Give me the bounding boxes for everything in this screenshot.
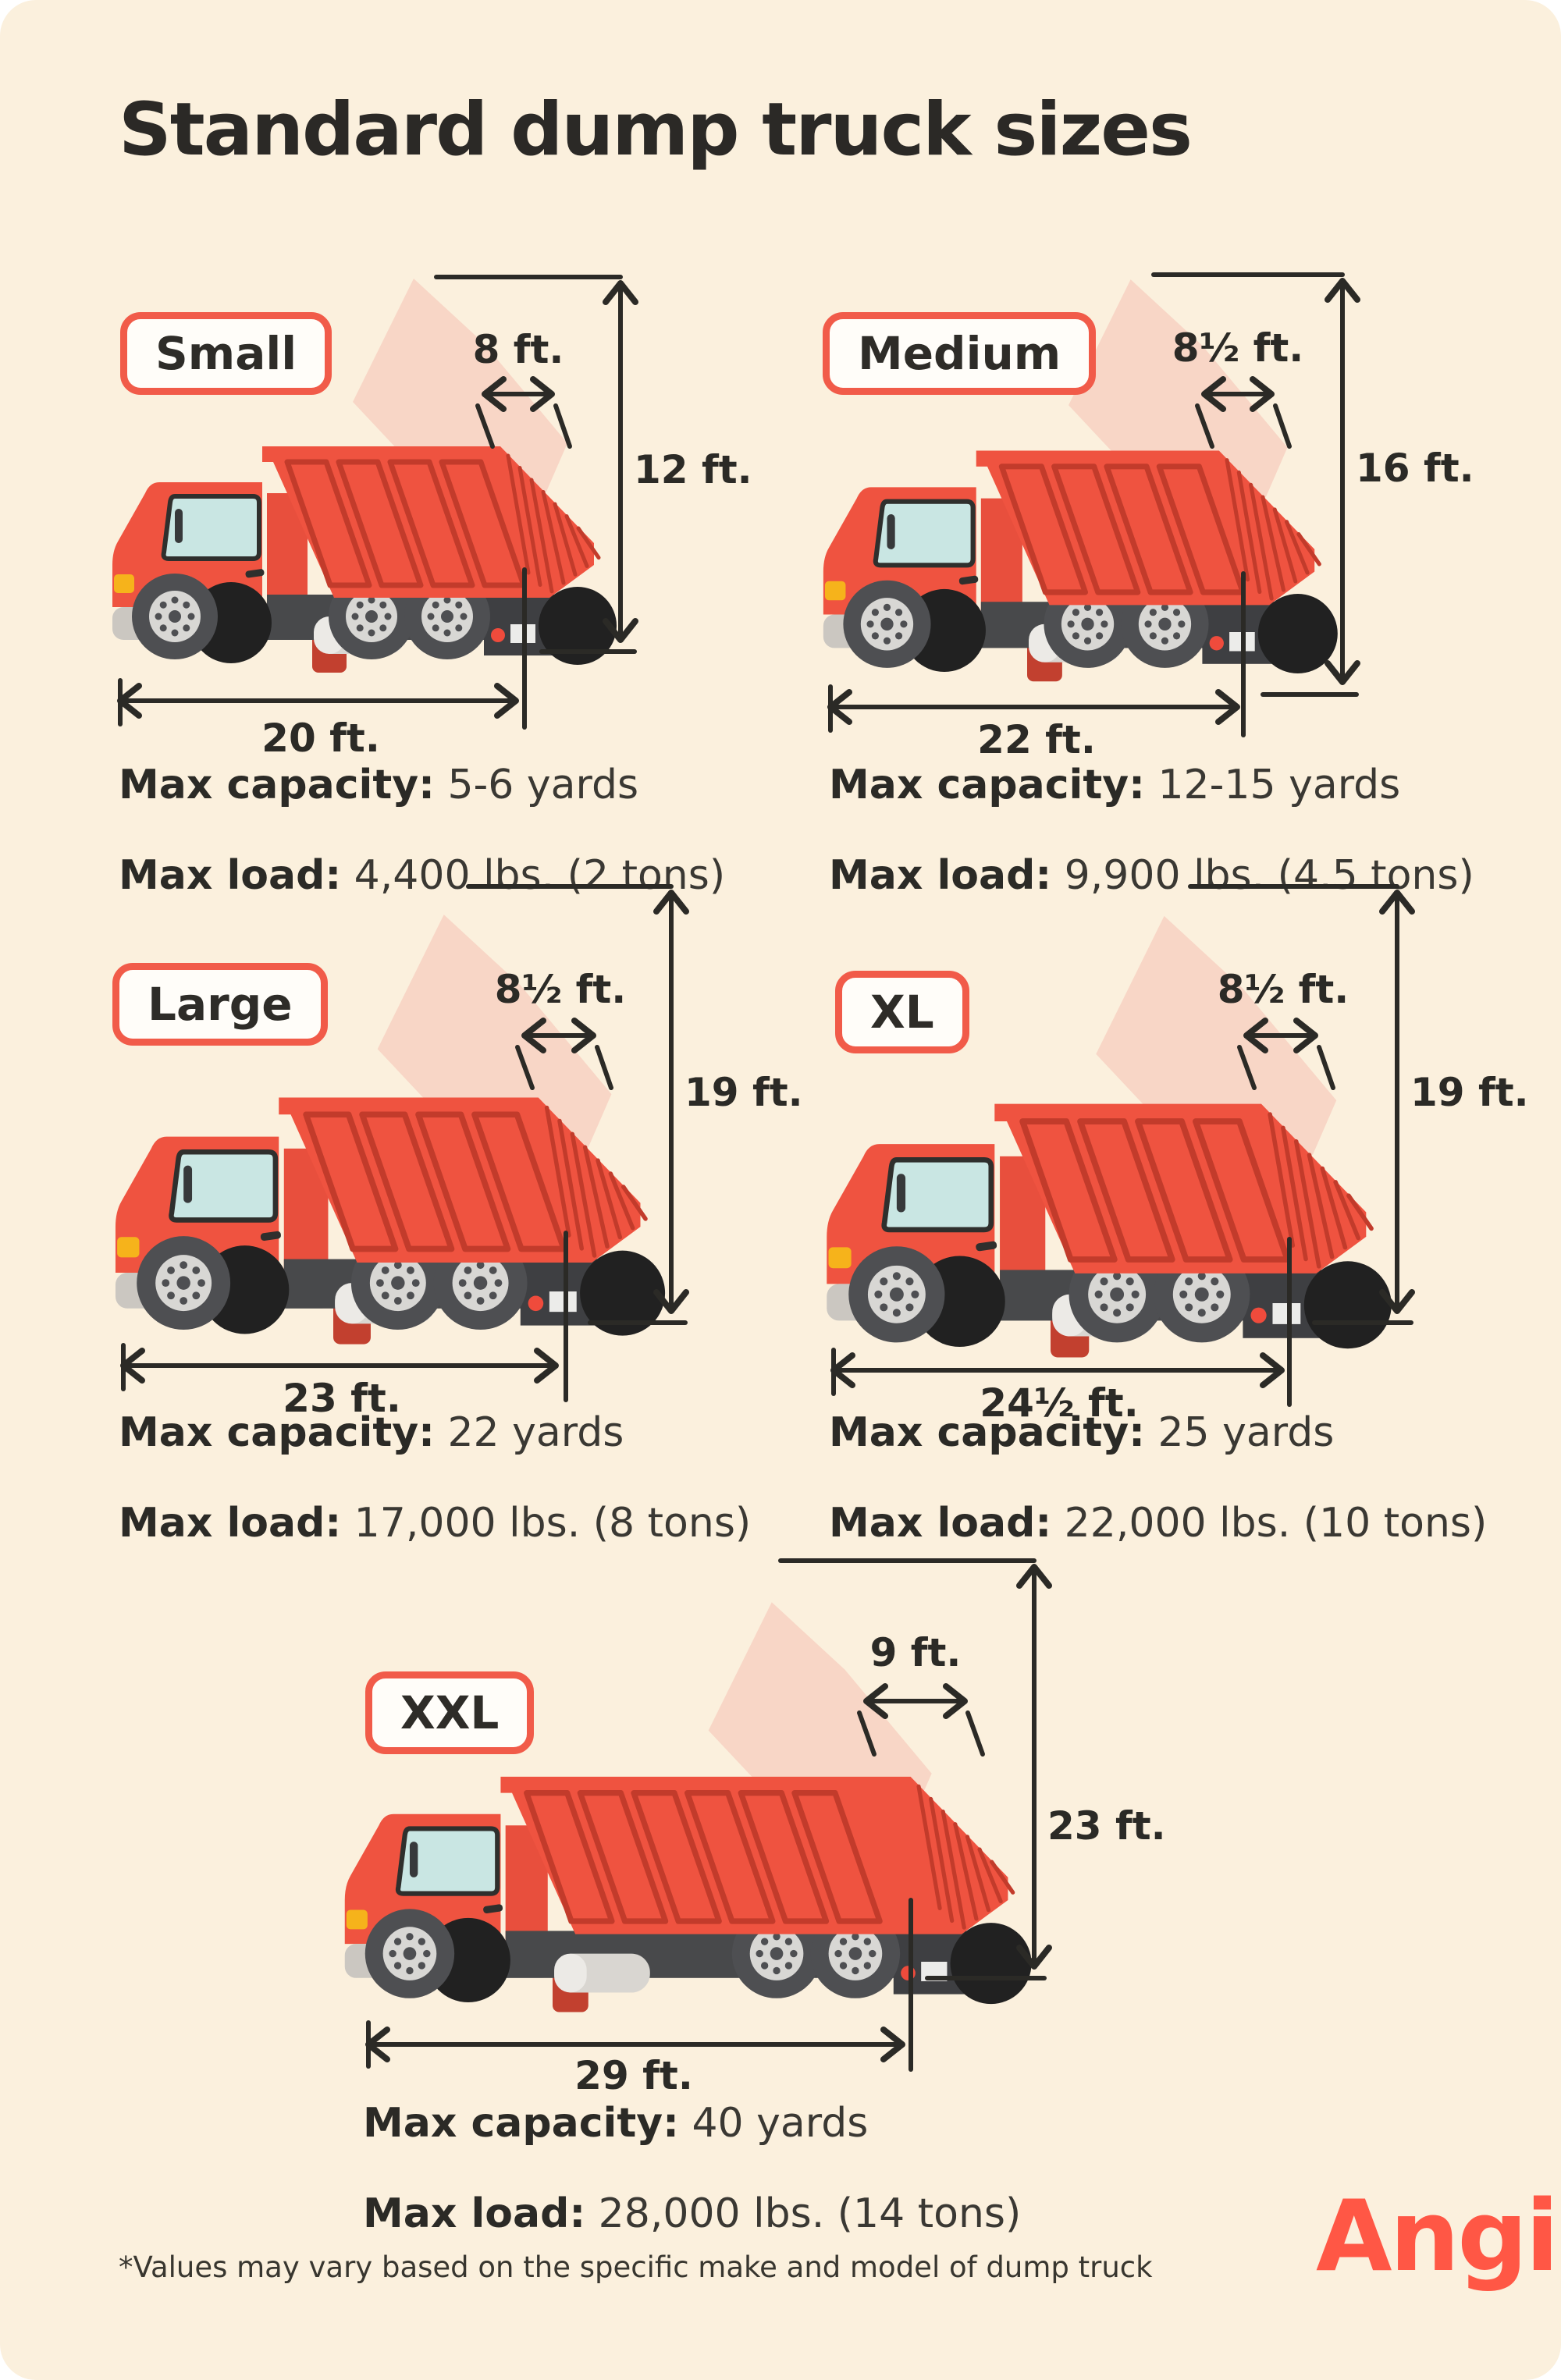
section-medium: Medium 8½ ft. 16 ft. 22 ft. Max capacity… bbox=[788, 234, 1475, 899]
height-dimension-label: 19 ft. bbox=[684, 1070, 803, 1115]
size-badge-label: Medium bbox=[858, 327, 1061, 380]
max-load-label: Max load: bbox=[829, 852, 1052, 899]
truck-stats: Max capacity: 12-15 yards Max load: 9,90… bbox=[829, 761, 1474, 942]
angi-logo: Angi bbox=[1316, 2179, 1559, 2293]
bed-width-dimension-label: 8 ft. bbox=[472, 327, 564, 372]
bed-width-dimension-label: 8½ ft. bbox=[1172, 325, 1304, 371]
max-load-label: Max load: bbox=[119, 852, 342, 899]
length-dimension-label: 22 ft. bbox=[977, 717, 1096, 762]
max-load-value: 4,400 lbs. (2 tons) bbox=[354, 852, 726, 899]
max-capacity-label: Max capacity: bbox=[829, 1409, 1145, 1456]
max-capacity-value: 25 yards bbox=[1157, 1409, 1335, 1456]
height-dimension-label: 23 ft. bbox=[1047, 1803, 1166, 1849]
length-dimension-label: 20 ft. bbox=[261, 716, 380, 761]
section-large: Large 8½ ft. 19 ft. 23 ft. Max capacity:… bbox=[78, 866, 803, 1547]
height-dimension-label: 19 ft. bbox=[1410, 1070, 1529, 1115]
max-capacity-value: 12-15 yards bbox=[1157, 762, 1401, 808]
xl-dump-truck-illustration bbox=[827, 884, 1415, 1407]
truck-stats: Max capacity: 22 yards Max load: 17,000 … bbox=[119, 1408, 751, 1590]
max-load-label: Max load: bbox=[829, 1500, 1052, 1547]
size-badge-large: Large bbox=[112, 963, 328, 1046]
length-dimension-label: 29 ft. bbox=[574, 2053, 693, 2098]
max-capacity-value: 5-6 yards bbox=[447, 762, 639, 808]
medium-dump-truck-illustration bbox=[823, 272, 1360, 737]
max-load-row: Max load: 22,000 lbs. (10 tons) bbox=[829, 1499, 1487, 1547]
truck-stats: Max capacity: 40 yards Max load: 28,000 … bbox=[363, 2099, 1021, 2280]
max-load-value: 28,000 lbs. (14 tons) bbox=[598, 2190, 1022, 2237]
section-xl: XL 8½ ft. 19 ft. 24½ ft. Max capacity: 2… bbox=[788, 866, 1529, 1547]
page-title: Standard dump truck sizes bbox=[119, 87, 1193, 172]
length-dimension-label: 23 ft. bbox=[283, 1376, 401, 1421]
size-badge-xl: XL bbox=[835, 971, 969, 1053]
max-load-row: Max load: 17,000 lbs. (8 tons) bbox=[119, 1499, 751, 1547]
max-capacity-label: Max capacity: bbox=[119, 762, 435, 808]
truck-stats: Max capacity: 5-6 yards Max load: 4,400 … bbox=[119, 761, 725, 942]
large-dump-truck-illustration bbox=[115, 884, 689, 1402]
length-dimension-label: 24½ ft. bbox=[980, 1380, 1139, 1426]
height-dimension-label: 16 ft. bbox=[1356, 446, 1474, 491]
max-load-value: 9,900 lbs. (4.5 tons) bbox=[1064, 852, 1474, 899]
size-badge-label: Large bbox=[148, 978, 293, 1031]
max-capacity-label: Max capacity: bbox=[119, 1409, 435, 1456]
bed-width-dimension-label: 9 ft. bbox=[869, 1630, 962, 1675]
truck-stats: Max capacity: 25 yards Max load: 22,000 … bbox=[829, 1408, 1487, 1590]
max-capacity-row: Max capacity: 12-15 yards bbox=[829, 761, 1474, 809]
size-badge-small: Small bbox=[120, 312, 332, 395]
size-badge-xxl: XXL bbox=[365, 1671, 535, 1754]
max-capacity-row: Max capacity: 25 yards bbox=[829, 1408, 1487, 1457]
max-capacity-row: Max capacity: 5-6 yards bbox=[119, 761, 725, 809]
max-load-row: Max load: 28,000 lbs. (14 tons) bbox=[363, 2190, 1021, 2238]
max-load-value: 22,000 lbs. (10 tons) bbox=[1064, 1500, 1488, 1547]
height-dimension-label: 12 ft. bbox=[634, 447, 752, 492]
max-capacity-row: Max capacity: 40 yards bbox=[363, 2099, 1021, 2147]
bed-width-dimension-label: 8½ ft. bbox=[494, 967, 627, 1012]
footnote: *Values may vary based on the specific m… bbox=[119, 2250, 1153, 2284]
max-capacity-row: Max capacity: 22 yards bbox=[119, 1408, 751, 1457]
max-capacity-value: 40 yards bbox=[692, 2100, 869, 2147]
max-capacity-label: Max capacity: bbox=[829, 762, 1145, 808]
small-dump-truck-illustration bbox=[112, 275, 638, 730]
section-small: Small 8 ft. 12 ft. 20 ft. Max capacity: … bbox=[78, 234, 765, 899]
max-capacity-label: Max capacity: bbox=[363, 2100, 679, 2147]
max-load-row: Max load: 9,900 lbs. (4.5 tons) bbox=[829, 851, 1474, 900]
bed-width-dimension-label: 8½ ft. bbox=[1217, 967, 1349, 1012]
size-badge-medium: Medium bbox=[823, 312, 1097, 395]
size-badge-label: XXL bbox=[400, 1686, 500, 1739]
xxl-dump-truck-illustration bbox=[344, 1558, 1052, 2072]
max-capacity-value: 22 yards bbox=[447, 1409, 624, 1456]
max-load-label: Max load: bbox=[363, 2190, 586, 2237]
section-xxl: XXL 9 ft. 23 ft. 29 ft. Max capacity: 40… bbox=[297, 1553, 1218, 2237]
max-load-value: 17,000 lbs. (8 tons) bbox=[354, 1500, 752, 1547]
size-badge-label: Small bbox=[155, 327, 297, 380]
max-load-row: Max load: 4,400 lbs. (2 tons) bbox=[119, 851, 725, 900]
size-badge-label: XL bbox=[870, 986, 934, 1039]
max-load-label: Max load: bbox=[119, 1500, 342, 1547]
